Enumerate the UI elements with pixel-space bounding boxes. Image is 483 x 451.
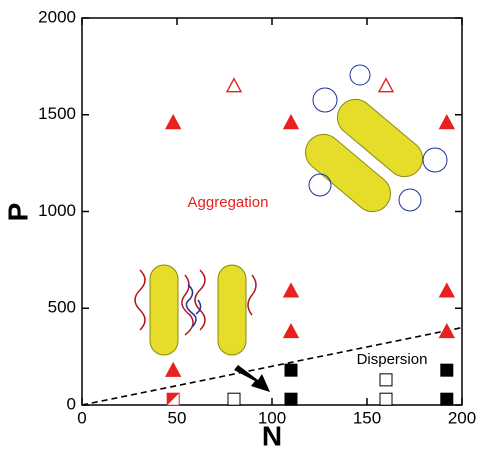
rods-aggregated bbox=[135, 265, 256, 355]
square-marker bbox=[380, 374, 392, 386]
square-marker bbox=[441, 393, 453, 405]
arrow bbox=[234, 365, 270, 392]
annotation: Aggregation bbox=[188, 194, 269, 211]
triangle-marker bbox=[440, 324, 454, 337]
y-tick-label: 1000 bbox=[38, 201, 76, 220]
x-tick-label: 50 bbox=[168, 408, 187, 427]
square-marker bbox=[285, 393, 297, 405]
x-tick-label: 200 bbox=[448, 408, 476, 427]
x-tick-label: 100 bbox=[258, 408, 286, 427]
triangle-marker bbox=[284, 115, 298, 128]
triangle-marker bbox=[284, 324, 298, 337]
half-square-marker bbox=[167, 393, 179, 405]
square-marker bbox=[441, 364, 453, 376]
square-marker bbox=[285, 364, 297, 376]
plot-frame bbox=[82, 18, 462, 405]
y-tick-label: 1500 bbox=[38, 104, 76, 123]
y-tick-label: 500 bbox=[48, 298, 76, 317]
square-marker bbox=[380, 393, 392, 405]
x-tick-label: 150 bbox=[353, 408, 381, 427]
y-tick-label: 2000 bbox=[38, 7, 76, 26]
triangle-marker bbox=[440, 115, 454, 128]
y-tick-label: 0 bbox=[67, 394, 76, 413]
triangle-marker bbox=[227, 79, 241, 92]
triangle-marker bbox=[284, 284, 298, 297]
triangle-marker bbox=[440, 284, 454, 297]
x-tick-label: 0 bbox=[77, 408, 86, 427]
rods-dispersed bbox=[298, 65, 447, 219]
triangle-marker bbox=[379, 79, 393, 92]
square-marker bbox=[228, 393, 240, 405]
triangle-marker bbox=[166, 363, 180, 376]
triangle-marker bbox=[166, 115, 180, 128]
chart: Aggregation Dispersion N P 0501001502000… bbox=[0, 0, 483, 451]
y-axis-label: P bbox=[2, 203, 33, 222]
annotation: Dispersion bbox=[357, 351, 428, 368]
